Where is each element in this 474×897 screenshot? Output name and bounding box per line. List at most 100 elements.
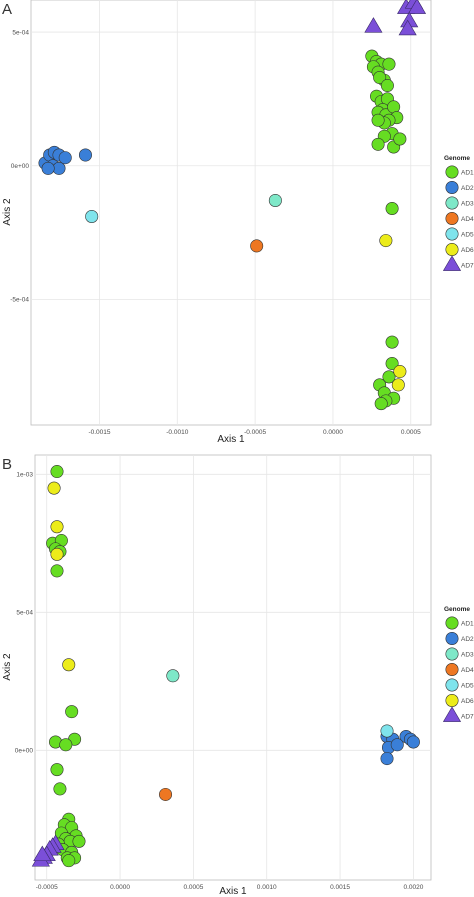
legend-label-ad2: AD2 <box>461 636 474 643</box>
panel-a-letter: A <box>2 1 12 18</box>
legend-label-ad6: AD6 <box>461 698 474 705</box>
x-tick-label: 0.0005 <box>183 884 203 891</box>
point-ad6 <box>47 481 61 495</box>
point-ad2 <box>52 161 66 175</box>
panel-b-plot-area <box>34 454 432 881</box>
y-tick-label: 5e-04 <box>16 610 33 617</box>
legend-key-ad4 <box>445 212 459 226</box>
point-ad1 <box>385 335 399 349</box>
legend-key-ad4 <box>445 662 459 676</box>
point-ad6 <box>50 547 64 561</box>
point-ad5 <box>85 210 99 224</box>
legend-key-ad6 <box>445 693 459 707</box>
legend-label-ad4: AD4 <box>461 667 474 674</box>
x-tick-label: 0.0015 <box>330 884 350 891</box>
point-ad4 <box>159 787 173 801</box>
legend-label-ad5: AD5 <box>461 682 474 689</box>
panel-b-legend-title: Genome <box>444 606 470 613</box>
panel-b-y-axis-title: Axis 2 <box>2 653 13 681</box>
panel-b-x-axis-title: Axis 1 <box>219 886 247 897</box>
point-ad6 <box>62 658 76 672</box>
panel-b-points <box>31 465 420 868</box>
legend-key-ad6 <box>445 243 459 257</box>
panel-a: A -0.0015 -0.0010 -0.0005 0.0000 0.0005 -5e-… <box>2 0 474 445</box>
point-ad4 <box>250 239 264 253</box>
point-ad3 <box>166 669 180 683</box>
point-ad1 <box>50 763 64 777</box>
legend-key-ad2 <box>445 631 459 645</box>
legend-label-ad6: AD6 <box>461 247 474 254</box>
point-ad1 <box>371 113 385 127</box>
legend-label-ad4: AD4 <box>461 216 474 223</box>
panel-b: B -0.0005 0.0000 0.0005 0.0010 0.0015 0.0020 … <box>2 454 474 897</box>
point-ad2 <box>390 738 404 752</box>
point-ad7 <box>407 0 427 14</box>
panel-b-legend: Genome AD1 AD2 AD3 AD4 AD5 AD6 AD7 <box>442 606 474 722</box>
point-ad1 <box>59 738 73 752</box>
point-ad7 <box>398 19 417 36</box>
point-ad1 <box>53 782 67 796</box>
point-ad1 <box>380 79 394 93</box>
legend-label-ad7: AD7 <box>461 713 474 720</box>
panel-a-x-axis-title: Axis 1 <box>217 434 245 445</box>
point-ad1 <box>72 834 86 848</box>
panel-a-x-tick-labels: -0.0015 -0.0010 -0.0005 0.0000 0.0005 <box>88 429 421 436</box>
legend-label-ad7: AD7 <box>461 262 474 269</box>
legend-label-ad1: AD1 <box>461 620 474 627</box>
panel-a-y-tick-labels: -5e-04 0e+00 5e-04 <box>10 29 29 303</box>
legend-label-ad1: AD1 <box>461 169 474 176</box>
point-ad1 <box>385 357 399 371</box>
y-tick-label: 0e+00 <box>15 748 34 755</box>
x-tick-label: 0.0010 <box>257 884 277 891</box>
panel-a-y-axis-title: Axis 2 <box>2 198 13 226</box>
legend-key-ad7 <box>442 255 462 271</box>
legend-key-ad5 <box>445 678 459 692</box>
point-ad1 <box>374 397 388 411</box>
y-tick-label: 1e-03 <box>16 472 33 479</box>
legend-label-ad2: AD2 <box>461 185 474 192</box>
legend-key-ad3 <box>445 196 459 210</box>
point-ad1 <box>385 201 399 215</box>
legend-key-ad5 <box>445 227 459 241</box>
point-ad1 <box>62 854 76 868</box>
x-tick-label: 0.0020 <box>403 884 423 891</box>
y-tick-label: 5e-04 <box>12 29 29 36</box>
panel-b-x-tick-labels: -0.0005 0.0000 0.0005 0.0010 0.0015 0.0020 <box>36 884 424 891</box>
y-tick-label: -5e-04 <box>10 297 29 304</box>
panel-a-points <box>38 0 427 411</box>
point-ad2 <box>58 151 72 165</box>
x-tick-label: 0.0000 <box>323 429 343 436</box>
point-ad5 <box>380 724 394 738</box>
point-ad1 <box>373 71 387 85</box>
legend-label-ad3: AD3 <box>461 651 474 658</box>
point-ad3 <box>268 193 282 207</box>
panel-a-legend: Genome AD1 AD2 AD3 AD4 AD5 AD6 AD7 <box>442 155 474 271</box>
panel-b-gridlines <box>35 455 431 880</box>
point-ad6 <box>393 365 407 379</box>
x-tick-label: -0.0005 <box>36 884 58 891</box>
panel-a-gridlines <box>31 0 431 425</box>
point-ad2 <box>41 161 55 175</box>
point-ad6 <box>50 520 64 534</box>
y-tick-label: 0e+00 <box>11 163 30 170</box>
legend-key-ad7 <box>442 706 462 722</box>
legend-key-ad1 <box>445 165 459 179</box>
point-ad1 <box>65 705 79 719</box>
point-ad7 <box>33 845 52 862</box>
x-tick-label: -0.0010 <box>166 429 188 436</box>
panel-b-y-tick-labels: 0e+00 5e-04 1e-03 <box>15 472 34 755</box>
point-ad1 <box>50 465 64 479</box>
x-tick-label: 0.0005 <box>401 429 421 436</box>
legend-key-ad2 <box>445 181 459 195</box>
point-ad1 <box>393 132 407 146</box>
point-ad1 <box>382 370 396 384</box>
panel-a-plot-area <box>30 0 432 426</box>
point-ad1 <box>50 564 64 578</box>
point-ad2 <box>78 148 92 162</box>
point-ad6 <box>391 378 405 392</box>
panel-a-legend-title: Genome <box>444 155 470 162</box>
point-ad2 <box>406 735 420 749</box>
point-ad7 <box>364 17 383 33</box>
point-ad6 <box>379 234 393 248</box>
